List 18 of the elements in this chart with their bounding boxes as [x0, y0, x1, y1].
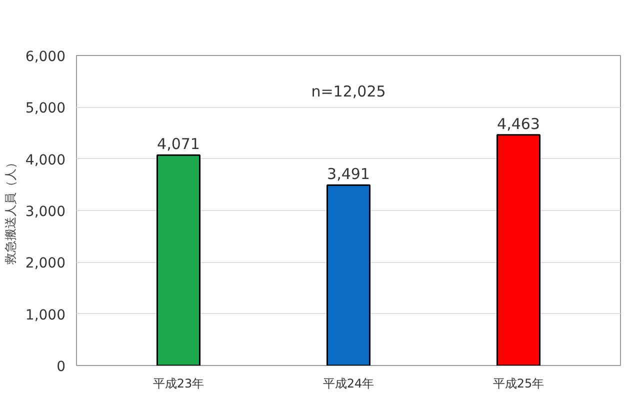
data-label: 3,491: [327, 165, 370, 184]
x-tick-label: 平成23年: [152, 376, 204, 390]
bar: [496, 134, 540, 366]
y-tick-label: 2,000: [25, 256, 66, 272]
y-tick-label: 3,000: [25, 204, 66, 220]
x-tick-label: 平成24年: [322, 376, 374, 390]
bar: [156, 154, 200, 366]
data-label: 4,071: [157, 135, 200, 154]
y-tick-label: 1,000: [25, 307, 66, 324]
y-tick-label: 0: [56, 359, 66, 375]
data-label: 4,463: [497, 114, 540, 133]
y-tick-label: 5,000: [25, 100, 66, 117]
annotation: n=12,025: [311, 82, 386, 100]
y-tick-label: 4,000: [25, 152, 66, 168]
y-tick-label: 6,000: [25, 49, 66, 65]
bar: [326, 184, 370, 366]
y-axis-title: 救急搬送人員（人）: [3, 156, 18, 266]
x-tick-label: 平成25年: [492, 376, 544, 390]
